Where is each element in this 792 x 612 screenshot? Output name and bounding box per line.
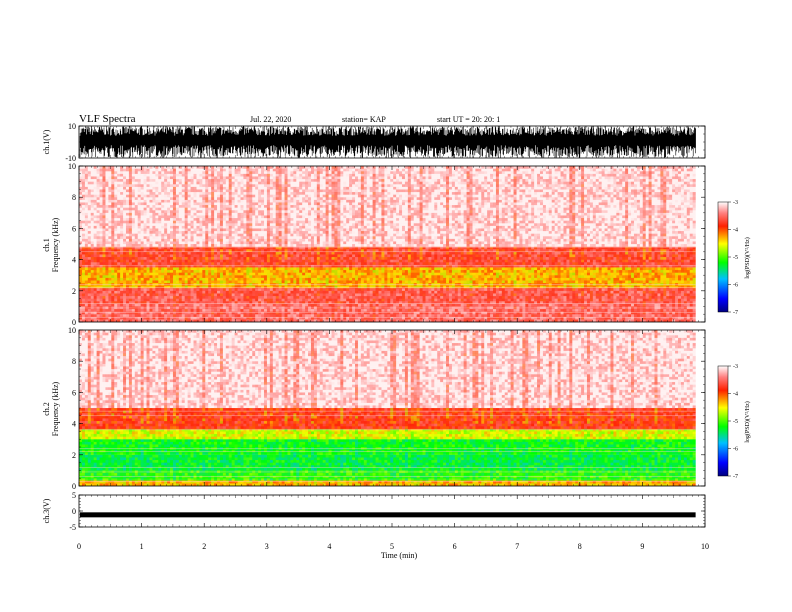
ch1-ylabel: ch.1(V) bbox=[42, 129, 51, 154]
colorbar-tick-label: -5 bbox=[733, 255, 738, 261]
x-axis-label: Time (min) bbox=[381, 551, 418, 560]
y-tick-label: 5 bbox=[72, 491, 76, 500]
x-tick-label: 9 bbox=[640, 542, 644, 551]
y-tick-label: 0 bbox=[72, 507, 76, 516]
x-tick-label: 1 bbox=[140, 542, 144, 551]
ch1-spec-ylabel-channel: ch.1 bbox=[42, 238, 51, 252]
ch2-spec-ylabel-frequency: Frequency (kHz) bbox=[51, 381, 60, 436]
y-tick-label: 6 bbox=[72, 388, 76, 397]
colorbar-tick-label: -6 bbox=[733, 447, 738, 453]
y-tick-label: 0 bbox=[72, 318, 76, 327]
colorbar-tick-label: -4 bbox=[733, 228, 738, 234]
x-tick-label: 6 bbox=[453, 542, 457, 551]
x-tick-label: 10 bbox=[701, 542, 709, 551]
ch2-spectrogram-panel: 0 2 4 6 8 10 bbox=[68, 326, 706, 491]
ch3-waveform-panel: 5 0 -5 bbox=[69, 491, 706, 532]
x-tick-label: 0 bbox=[77, 542, 81, 551]
ch1-spectrogram-texture bbox=[79, 166, 696, 323]
ch1-waveform-panel: 10 -10 bbox=[65, 122, 706, 163]
y-tick-label: 8 bbox=[72, 357, 76, 366]
colorbar-tick-label: -6 bbox=[733, 283, 738, 289]
y-tick-label: 10 bbox=[68, 122, 76, 131]
time-axis: 0 1 2 3 4 5 6 7 8 9 10 bbox=[77, 542, 709, 551]
ch2-colorbar-gradient bbox=[717, 365, 729, 477]
x-tick-label: 4 bbox=[327, 542, 331, 551]
ch1-colorbar-label: log(PSD)(V²/Hz) bbox=[744, 237, 751, 278]
x-tick-label: 5 bbox=[390, 542, 394, 551]
colorbar-tick-label: -7 bbox=[733, 310, 738, 316]
y-tick-label: -10 bbox=[65, 154, 76, 163]
y-tick-label: 4 bbox=[72, 420, 76, 429]
header-date: Jul. 22, 2020 bbox=[250, 115, 291, 124]
ch1-spec-ylabel-frequency: Frequency (kHz) bbox=[51, 217, 60, 272]
ch2-colorbar: -3 -4 -5 -6 -7 log(PSD)(V²/Hz) bbox=[717, 364, 751, 480]
ch3-waveform-frame bbox=[78, 494, 706, 528]
header-station: station= KAP bbox=[342, 115, 386, 124]
y-tick-label: 4 bbox=[72, 256, 76, 265]
y-tick-label: 2 bbox=[72, 287, 76, 296]
y-tick-label: 6 bbox=[72, 224, 76, 233]
colorbar-tick-label: -4 bbox=[733, 392, 738, 398]
ch2-colorbar-label: log(PSD)(V²/Hz) bbox=[744, 401, 751, 442]
header-start-time: start UT = 20: 20: 1 bbox=[437, 115, 500, 124]
x-tick-label: 3 bbox=[265, 542, 269, 551]
x-tick-label: 2 bbox=[202, 542, 206, 551]
ch3-ylabel: ch.3(V) bbox=[42, 498, 51, 523]
colorbar-tick-label: -3 bbox=[733, 364, 738, 370]
ch1-waveform-trace bbox=[79, 126, 696, 158]
x-tick-label: 7 bbox=[515, 542, 519, 551]
ch1-colorbar: -3 -4 -5 -6 -7 log(PSD)(V²/Hz) bbox=[717, 200, 751, 316]
ch2-spectrogram-texture bbox=[79, 330, 696, 487]
ch3-waveform-trace bbox=[80, 512, 696, 518]
y-tick-label: 10 bbox=[68, 162, 76, 171]
ch2-spec-ylabel-channel: ch.2 bbox=[42, 402, 51, 416]
colorbar-tick-label: -7 bbox=[733, 474, 738, 480]
y-tick-label: 8 bbox=[72, 193, 76, 202]
ch1-colorbar-gradient bbox=[717, 201, 729, 313]
colorbar-tick-label: -5 bbox=[733, 419, 738, 425]
y-tick-label: 10 bbox=[68, 326, 76, 335]
y-tick-label: 0 bbox=[72, 482, 76, 491]
ch1-spectrogram-panel: 0 2 4 6 8 10 bbox=[68, 162, 706, 327]
y-tick-label: 2 bbox=[72, 451, 76, 460]
colorbar-tick-label: -3 bbox=[733, 200, 738, 206]
y-tick-label: -5 bbox=[69, 523, 76, 532]
x-tick-label: 8 bbox=[578, 542, 582, 551]
figure-title: VLF Spectra bbox=[79, 113, 136, 125]
